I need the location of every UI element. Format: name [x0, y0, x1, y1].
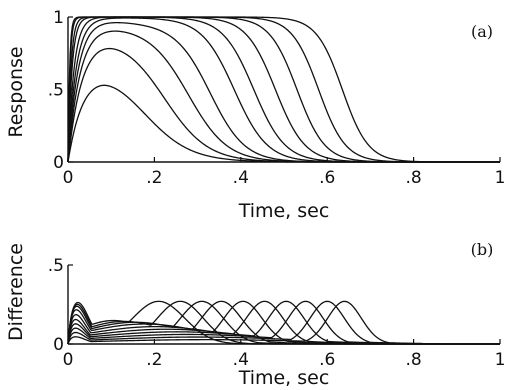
panel-a-x-tick-label: 1: [495, 168, 506, 188]
panel-a-x-tick-label: .6: [319, 168, 335, 188]
panel-a-series-line-1: [67, 84, 500, 163]
panel-a-label: (a): [471, 22, 493, 41]
panel-b-x-tick-marks: [67, 339, 501, 344]
panel-b-series-line-3: [67, 300, 500, 345]
panel-b-y-axis-title: Difference: [5, 243, 27, 341]
panel-a-y-tick-label: .5: [48, 81, 64, 101]
panel-a-x-tick-labels: 0 .2 .4 .6 .8 1: [63, 168, 506, 188]
panel-a-x-tick-marks: [67, 157, 501, 162]
panel-b-label: (b): [471, 240, 494, 259]
panel-a-series-group: [67, 16, 500, 163]
panel-b-y-tick-marks: [68, 264, 73, 345]
panel-b: 0.2.4.6.8 1 0.5 Time, sec Difference (b): [5, 240, 505, 389]
panel-a-series-line-4: [67, 21, 500, 163]
panel-a-y-axis-title: Response: [5, 46, 27, 137]
panel-b-y-tick-label: .5: [48, 256, 64, 276]
panel-a: 0.2.4.6.8 1 0.51 Time, sec Response (a): [5, 8, 505, 222]
panel-a-x-tick-label: .4: [233, 168, 249, 188]
panel-a-series-line-5: [67, 17, 500, 163]
panel-b-x-axis-title: Time, sec: [238, 367, 330, 389]
panel-b-x-tick-label: 0: [63, 350, 74, 370]
panel-a-x-tick-label: .8: [405, 168, 421, 188]
panel-b-x-tick-label: 1: [495, 350, 506, 370]
panel-b-series-group: [67, 300, 500, 345]
panel-a-series-line-3: [67, 30, 500, 163]
panel-a-series-line-7: [67, 16, 500, 163]
panel-a-x-tick-label: 0: [63, 168, 74, 188]
panel-b-x-tick-labels: 0 .2 .4 .6 .8 1: [63, 350, 506, 370]
panel-b-y-tick-label: 0: [53, 335, 64, 355]
panel-b-x-tick-label: .6: [319, 350, 335, 370]
panel-a-series-line-2: [67, 47, 500, 163]
panel-a-y-tick-marks: [68, 16, 73, 163]
panel-a-y-tick-label: 1: [53, 8, 64, 28]
panel-b-x-tick-label: .4: [233, 350, 249, 370]
panel-b-y-tick-labels: 0.5: [48, 256, 64, 355]
panel-b-x-tick-label: .8: [405, 350, 421, 370]
panel-b-x-tick-label: .2: [146, 350, 162, 370]
panel-a-x-tick-label: .2: [146, 168, 162, 188]
panel-a-series-line-8: [67, 16, 500, 163]
panel-a-series-line-9: [67, 16, 500, 163]
panel-a-series-line-6: [67, 16, 500, 163]
panel-a-y-tick-labels: 0.51: [48, 8, 64, 173]
panel-a-x-axis-title: Time, sec: [238, 200, 330, 222]
panel-a-series-line-10: [67, 16, 500, 163]
panel-a-y-tick-label: 0: [53, 153, 64, 173]
